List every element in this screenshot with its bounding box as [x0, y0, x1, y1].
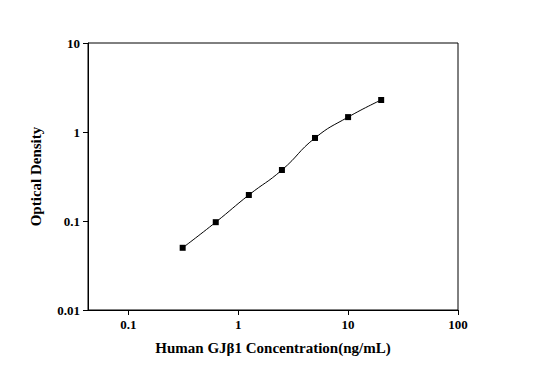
svg-text:10: 10 — [67, 36, 80, 51]
svg-text:Optical Density: Optical Density — [28, 126, 44, 226]
svg-text:Human GJβ1 Concentration(ng/mL: Human GJβ1 Concentration(ng/mL) — [155, 340, 390, 357]
svg-text:10: 10 — [342, 317, 355, 332]
svg-text:0.1: 0.1 — [120, 317, 136, 332]
svg-text:0.01: 0.01 — [57, 303, 80, 318]
svg-text:1: 1 — [235, 317, 242, 332]
svg-text:1: 1 — [74, 125, 81, 140]
svg-text:0.1: 0.1 — [64, 214, 80, 229]
svg-text:100: 100 — [448, 317, 468, 332]
